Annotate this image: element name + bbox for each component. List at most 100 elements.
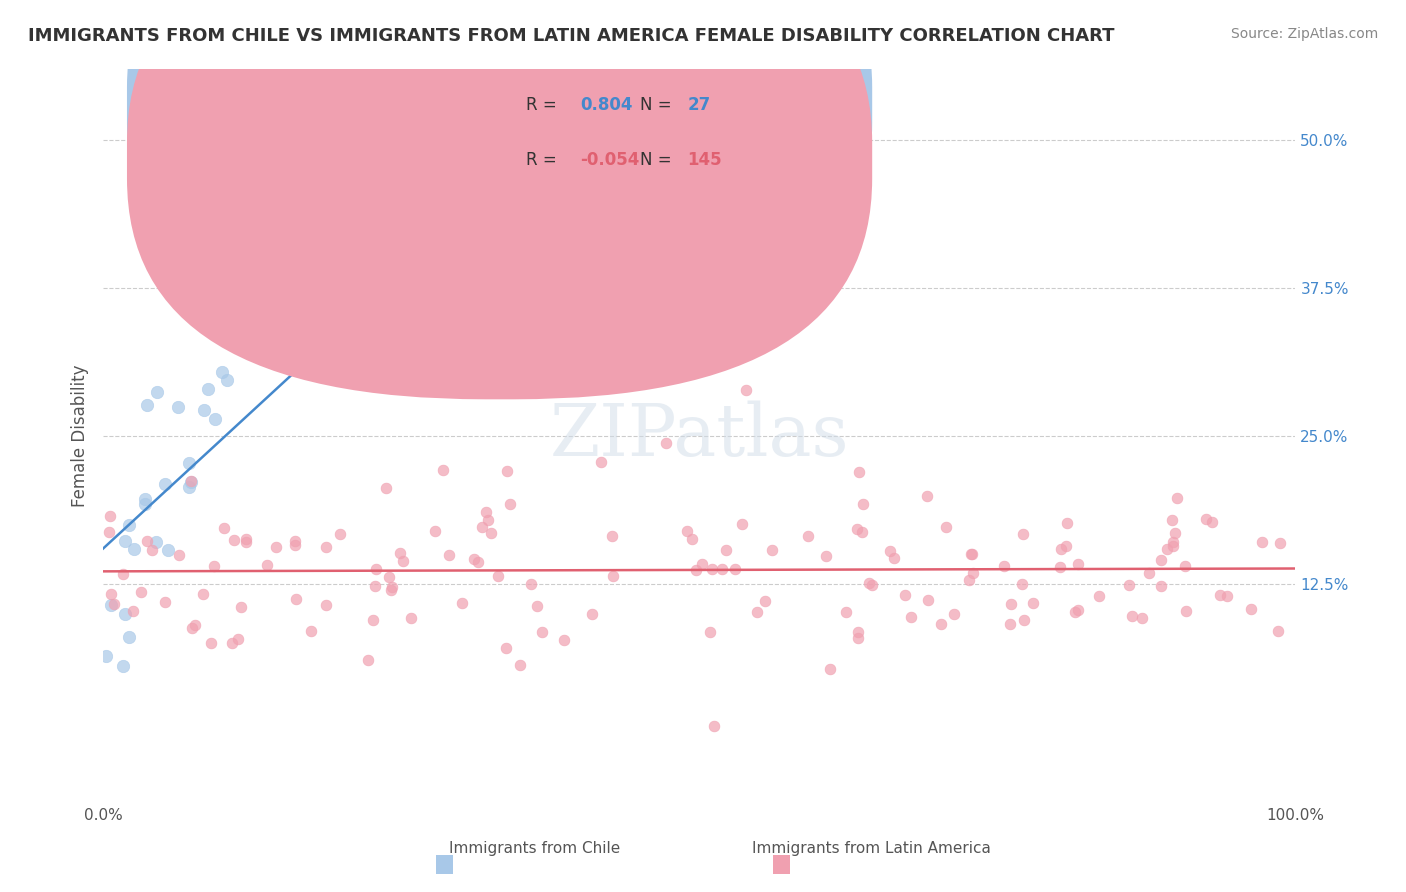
Text: IMMIGRANTS FROM CHILE VS IMMIGRANTS FROM LATIN AMERICA FEMALE DISABILITY CORRELA: IMMIGRANTS FROM CHILE VS IMMIGRANTS FROM… xyxy=(28,27,1115,45)
Point xyxy=(699,624,721,639)
Point xyxy=(1022,596,1045,610)
Point xyxy=(1174,558,1197,573)
Point xyxy=(235,532,257,546)
Point xyxy=(98,525,121,540)
Point xyxy=(858,575,880,590)
Point xyxy=(1250,534,1272,549)
Point xyxy=(197,382,219,396)
Point xyxy=(915,489,938,503)
Point xyxy=(724,562,747,576)
Point xyxy=(1156,542,1178,557)
Point xyxy=(167,400,190,414)
Point xyxy=(1175,604,1198,618)
Point xyxy=(111,566,134,581)
Point xyxy=(103,597,125,611)
Point xyxy=(231,599,253,614)
Point xyxy=(193,587,215,601)
Point xyxy=(118,630,141,644)
Point xyxy=(499,497,522,511)
FancyBboxPatch shape xyxy=(127,0,872,344)
FancyBboxPatch shape xyxy=(127,0,872,400)
Point xyxy=(211,365,233,379)
Point xyxy=(228,632,250,647)
Point xyxy=(129,585,152,599)
Point xyxy=(1011,527,1033,541)
Point xyxy=(731,516,754,531)
Point xyxy=(879,544,901,558)
Point xyxy=(602,568,624,582)
Point xyxy=(389,546,412,560)
Point xyxy=(1195,511,1218,525)
Point xyxy=(378,570,401,584)
Text: -0.054: -0.054 xyxy=(581,152,640,169)
Point xyxy=(1049,560,1071,574)
Point xyxy=(193,403,215,417)
Point xyxy=(477,513,499,527)
Point xyxy=(364,562,387,576)
Point xyxy=(860,578,883,592)
Text: R =: R = xyxy=(526,96,562,114)
Point xyxy=(94,649,117,664)
Point xyxy=(1163,526,1185,541)
Point xyxy=(835,605,858,619)
Point xyxy=(112,659,135,673)
Text: ZIPatlas: ZIPatlas xyxy=(550,401,849,471)
Point xyxy=(852,497,875,511)
Point xyxy=(1160,513,1182,527)
Point xyxy=(962,547,984,561)
Point xyxy=(141,542,163,557)
Point xyxy=(432,463,454,477)
Point xyxy=(1064,605,1087,619)
Point xyxy=(471,519,494,533)
Point xyxy=(451,596,474,610)
Text: 27: 27 xyxy=(688,96,710,114)
Point xyxy=(581,607,603,621)
Point xyxy=(1088,590,1111,604)
Point xyxy=(1209,588,1232,602)
Point xyxy=(181,621,204,635)
Point xyxy=(818,662,841,676)
Point xyxy=(1240,601,1263,615)
Point xyxy=(602,529,624,543)
Point xyxy=(1000,597,1022,611)
Point xyxy=(380,582,402,597)
Point xyxy=(917,592,939,607)
Point xyxy=(221,636,243,650)
Point xyxy=(747,605,769,619)
Point xyxy=(851,525,873,540)
Point xyxy=(681,532,703,546)
Point xyxy=(761,542,783,557)
Point xyxy=(231,309,253,323)
Point xyxy=(425,524,447,539)
Point xyxy=(463,551,485,566)
Point xyxy=(134,497,156,511)
Point xyxy=(179,479,201,493)
Point xyxy=(467,555,489,569)
Point xyxy=(399,611,422,625)
Point xyxy=(846,631,869,645)
Point xyxy=(145,384,167,399)
Point xyxy=(675,524,697,539)
Point xyxy=(375,481,398,495)
Point xyxy=(177,456,200,470)
Point xyxy=(1201,516,1223,530)
Point xyxy=(153,595,176,609)
Point xyxy=(122,604,145,618)
Point xyxy=(962,566,984,580)
Point xyxy=(796,529,818,543)
Point xyxy=(136,533,159,548)
Point xyxy=(846,522,869,536)
Point xyxy=(284,538,307,552)
Point xyxy=(589,455,612,469)
Point xyxy=(215,373,238,387)
Point xyxy=(1166,491,1188,506)
Point xyxy=(98,508,121,523)
Point xyxy=(135,398,157,412)
Point xyxy=(1118,578,1140,592)
Point xyxy=(710,562,733,576)
Point xyxy=(157,543,180,558)
Point xyxy=(100,598,122,612)
FancyBboxPatch shape xyxy=(456,72,800,208)
Point xyxy=(703,719,725,733)
Point xyxy=(685,563,707,577)
